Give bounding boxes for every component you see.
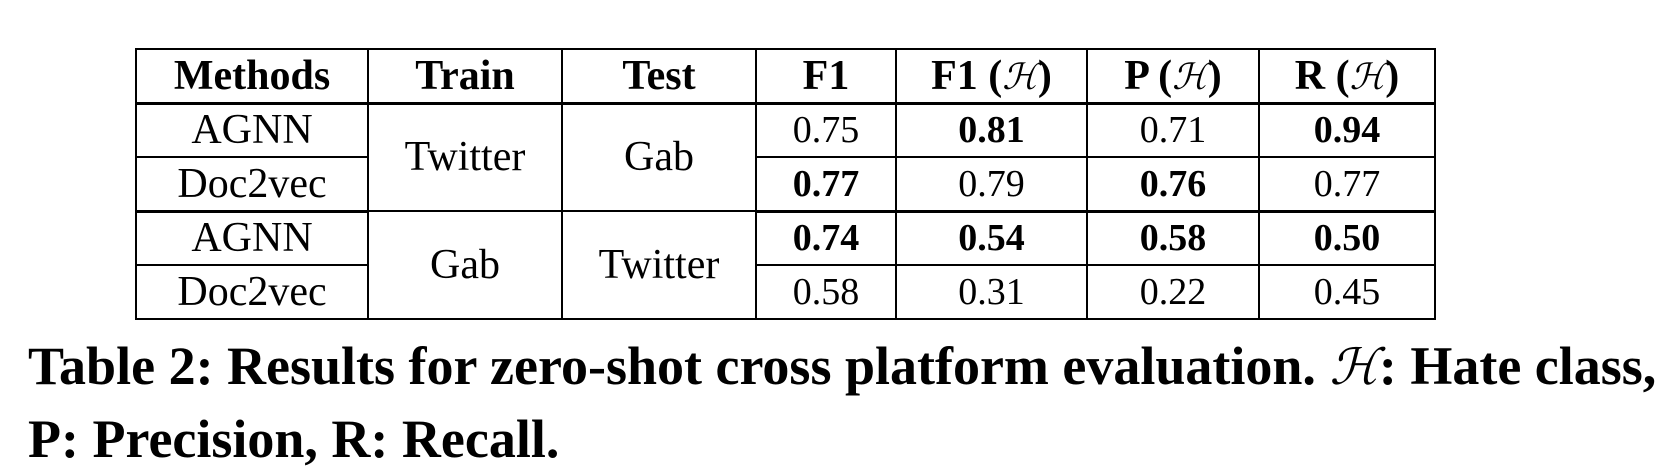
f1-cell: 0.58 — [755, 264, 897, 320]
hate-symbol: ℋ — [1349, 56, 1386, 98]
table-row: Doc2vec 0.77 0.79 0.76 0.77 — [135, 156, 1436, 213]
hate-symbol: ℋ — [1172, 56, 1208, 98]
p-hate-cell: 0.71 — [1086, 102, 1260, 158]
f1-hate-cell: 0.54 — [895, 210, 1088, 266]
r-hate-cell: 0.94 — [1258, 102, 1436, 158]
header-methods: Methods — [135, 48, 369, 104]
r-hate-cell: 0.77 — [1258, 156, 1436, 213]
method-cell: AGNN — [135, 210, 369, 266]
method-cell: AGNN — [135, 102, 369, 158]
f1-hate-cell: 0.79 — [895, 156, 1088, 213]
p-hate-cell: 0.58 — [1086, 210, 1260, 266]
header-p-hate: P (ℋ) — [1086, 48, 1260, 104]
header-train: Train — [367, 48, 563, 104]
header-f1-hate-label: F1 ( — [931, 52, 1003, 99]
header-r-hate: R (ℋ) — [1258, 48, 1436, 104]
header-test: Test — [561, 48, 757, 104]
caption-text-1: Table 2: Results for zero-shot cross pla… — [28, 336, 1330, 396]
train-cell: Twitter — [367, 102, 563, 212]
method-cell: Doc2vec — [135, 264, 369, 320]
train-cell: Gab — [367, 210, 563, 320]
header-f1: F1 — [755, 48, 897, 104]
header-f1-hate: F1 (ℋ) — [895, 48, 1088, 104]
hate-symbol: ℋ — [1329, 338, 1379, 396]
header-r-hate-label: R ( — [1294, 52, 1350, 99]
results-table: Methods Train Test F1 F1 (ℋ) P (ℋ) R (ℋ)… — [135, 48, 1436, 320]
method-cell: Doc2vec — [135, 156, 369, 213]
table-caption: Table 2: Results for zero-shot cross pla… — [28, 330, 1658, 475]
caption-text-2: : Hate class, P: Precision, R: Recall. — [28, 336, 1657, 469]
p-hate-cell: 0.76 — [1086, 156, 1260, 213]
test-cell: Twitter — [561, 210, 757, 320]
table-row: AGNN Gab Twitter 0.74 0.54 0.58 0.50 — [135, 210, 1436, 320]
table-row: Doc2vec 0.58 0.31 0.22 0.45 — [135, 264, 1436, 320]
hate-symbol: ℋ — [1002, 56, 1038, 98]
r-hate-cell: 0.50 — [1258, 210, 1436, 266]
test-cell: Gab — [561, 102, 757, 212]
header-p-hate-label: P ( — [1124, 52, 1173, 99]
table-row: AGNN Twitter Gab 0.75 0.81 0.71 0.94 — [135, 102, 1436, 212]
f1-cell: 0.75 — [755, 102, 897, 158]
f1-hate-cell: 0.81 — [895, 102, 1088, 158]
header-row: Methods Train Test F1 F1 (ℋ) P (ℋ) R (ℋ) — [135, 48, 1436, 104]
f1-cell: 0.77 — [755, 156, 897, 213]
f1-hate-cell: 0.31 — [895, 264, 1088, 320]
p-hate-cell: 0.22 — [1086, 264, 1260, 320]
f1-cell: 0.74 — [755, 210, 897, 266]
r-hate-cell: 0.45 — [1258, 264, 1436, 320]
